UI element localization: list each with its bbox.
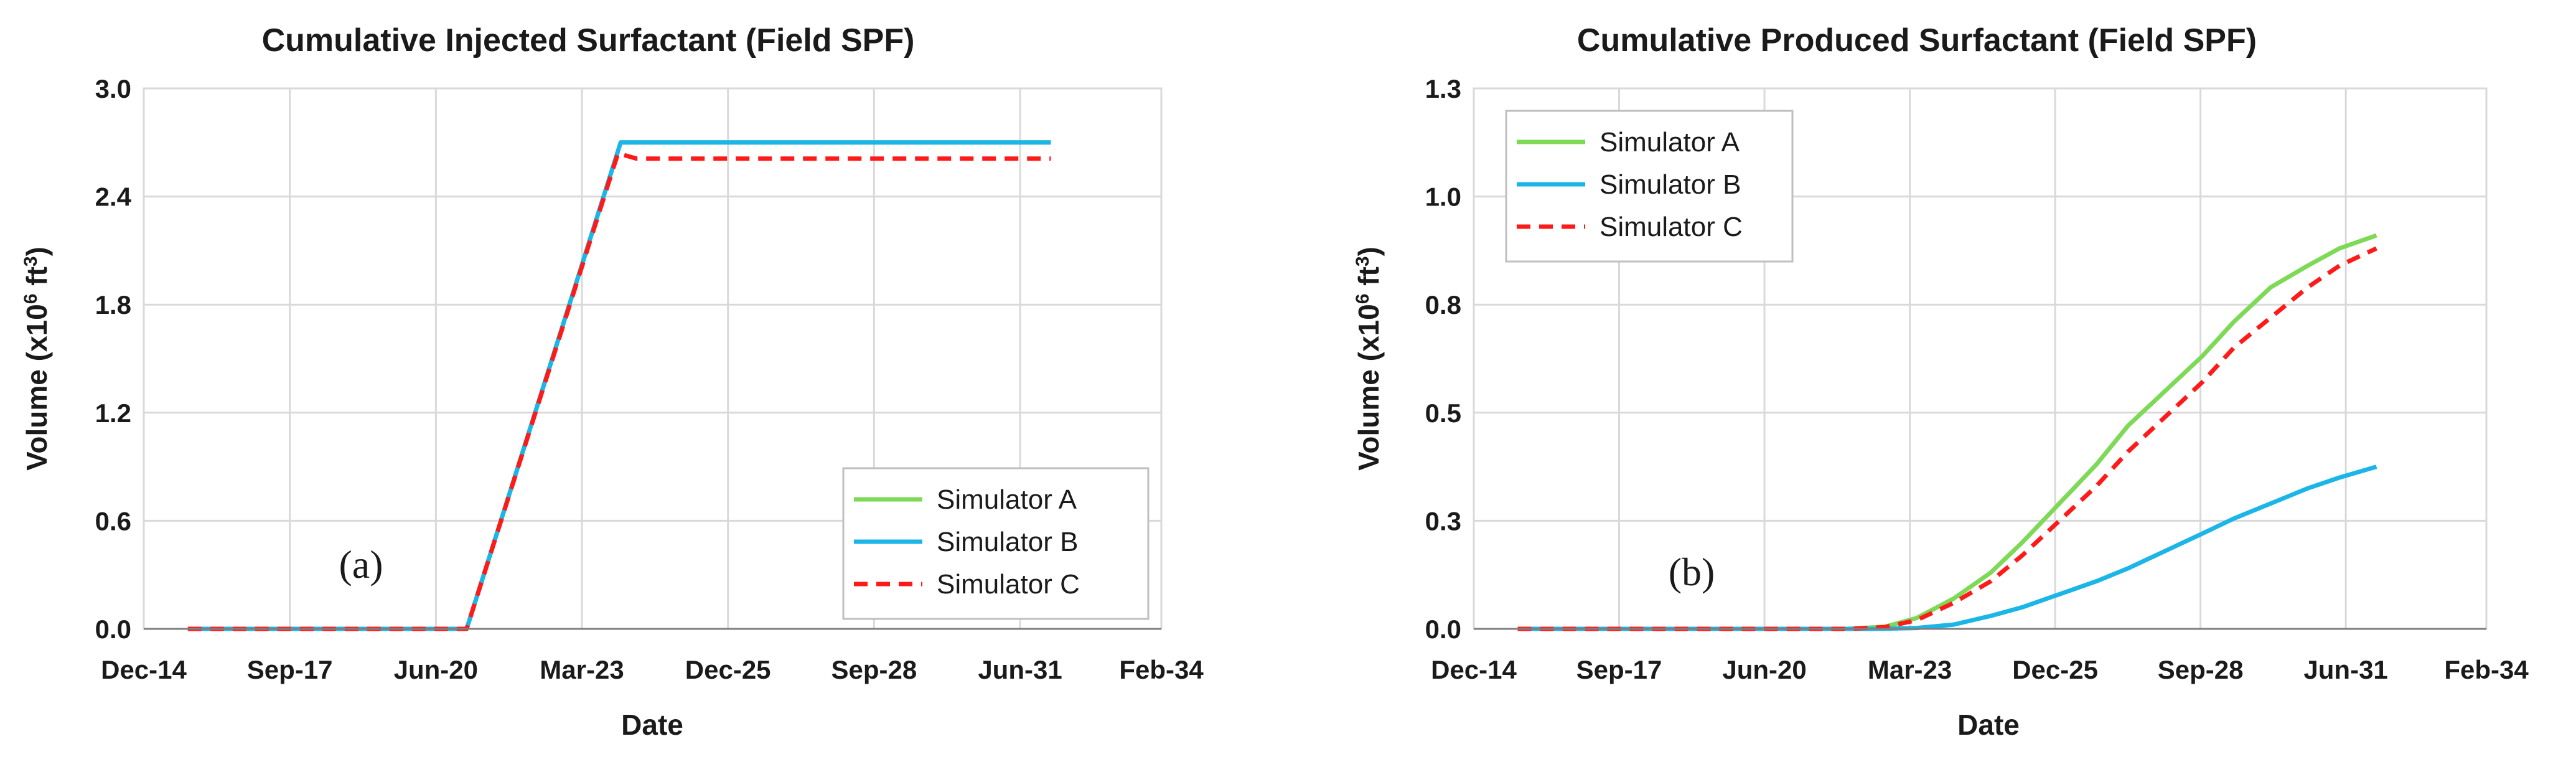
chart-b-xtick-label: Jun-20 bbox=[1722, 655, 1806, 684]
chart-a-legend-label: Simulator B bbox=[937, 527, 1078, 557]
chart-b-x-ticks: Dec-14 Sep-17 Jun-20 Mar-23 Dec-25 Sep-28 Jun-… bbox=[1431, 655, 2529, 684]
chart-a-legend-label: Simulator C bbox=[937, 569, 1080, 600]
chart-b-series-simulator-c bbox=[1517, 246, 2377, 631]
chart-a-ylabel: Volume (x106 ft3) bbox=[21, 247, 53, 471]
chart-b-xlabel: Date bbox=[1957, 709, 2020, 741]
chart-b-ytick-label: 0.5 bbox=[1425, 398, 1461, 428]
chart-a-ytick-label: 1.2 bbox=[95, 398, 131, 428]
chart-b-series-simulator-b bbox=[1517, 464, 2377, 631]
chart-a-ytick-label: 2.4 bbox=[95, 182, 132, 212]
chart-b-ylabel: Volume (x106 ft3) bbox=[1352, 247, 1385, 471]
chart-a-xtick-label: Mar-23 bbox=[540, 655, 624, 684]
chart-a-legend-box bbox=[842, 467, 1150, 620]
chart-b-ytick-label: 0.0 bbox=[1425, 615, 1461, 644]
chart-a-ytick-label: 0.6 bbox=[95, 506, 131, 535]
chart-b-xtick-label: Sep-28 bbox=[2158, 655, 2244, 684]
chart-b-legend: Simulator A Simulator B Simulator C bbox=[1505, 110, 1794, 263]
chart-b-legend-label: Simulator B bbox=[1599, 169, 1741, 200]
chart-a-ytick-label: 1.8 bbox=[95, 290, 131, 319]
chart-b-xtick-label: Mar-23 bbox=[1868, 655, 1952, 684]
chart-a: Cumulative Injected Surfactant (Field SP… bbox=[21, 22, 1204, 741]
chart-b-xtick-label: Jun-31 bbox=[2303, 655, 2387, 684]
chart-a-legend: Simulator A Simulator B Simulator C bbox=[842, 467, 1150, 620]
chart-b-ytick-label: 1.0 bbox=[1425, 182, 1461, 212]
chart-b-xtick-label: Dec-25 bbox=[2012, 655, 2098, 684]
chart-b-y-ticks: 0.0 0.3 0.5 0.8 1.0 1.3 bbox=[1425, 74, 1461, 644]
chart-a-xlabel: Date bbox=[621, 709, 683, 741]
chart-a-xtick-label: Jun-31 bbox=[978, 655, 1062, 684]
chart-b-legend-label: Simulator C bbox=[1599, 212, 1743, 242]
chart-a-title: Cumulative Injected Surfactant (Field SP… bbox=[262, 22, 915, 59]
chart-a-xtick-label: Dec-25 bbox=[685, 655, 771, 684]
chart-b-ytick-label: 0.8 bbox=[1425, 290, 1461, 319]
chart-b-ytick-label: 1.3 bbox=[1425, 74, 1461, 103]
chart-b-series bbox=[1517, 233, 2377, 631]
chart-a-legend-label: Simulator A bbox=[937, 484, 1077, 515]
chart-a-ytick-label: 0.0 bbox=[95, 615, 131, 644]
chart-b-xtick-label: Feb-34 bbox=[2444, 655, 2529, 684]
chart-a-annotation: (a) bbox=[339, 542, 383, 587]
chart-a-xtick-label: Dec-14 bbox=[101, 655, 187, 684]
chart-a-xtick-label: Sep-28 bbox=[831, 655, 917, 684]
chart-b-xtick-label: Sep-17 bbox=[1576, 655, 1662, 684]
chart-b-xtick-label: Dec-14 bbox=[1431, 655, 1517, 684]
chart-a-ytick-label: 3.0 bbox=[95, 74, 131, 103]
chart-a-x-ticks: Dec-14 Sep-17 Jun-20 Mar-23 Dec-25 Sep-28 Jun-… bbox=[101, 655, 1204, 684]
chart-b-annotation: (b) bbox=[1669, 550, 1715, 594]
chart-b-ytick-label: 0.3 bbox=[1425, 506, 1461, 535]
chart-a-xtick-label: Feb-34 bbox=[1119, 655, 1204, 684]
chart-a-xtick-label: Jun-20 bbox=[394, 655, 478, 684]
chart-b-legend-label: Simulator A bbox=[1599, 127, 1740, 158]
chart-a-y-ticks: 0.0 0.6 1.2 1.8 2.4 3.0 bbox=[95, 74, 132, 644]
chart-b: Cumulative Produced Surfactant (Field SP… bbox=[1352, 22, 2529, 741]
chart-a-xtick-label: Sep-17 bbox=[247, 655, 333, 684]
chart-b-title: Cumulative Produced Surfactant (Field SP… bbox=[1577, 22, 2257, 59]
